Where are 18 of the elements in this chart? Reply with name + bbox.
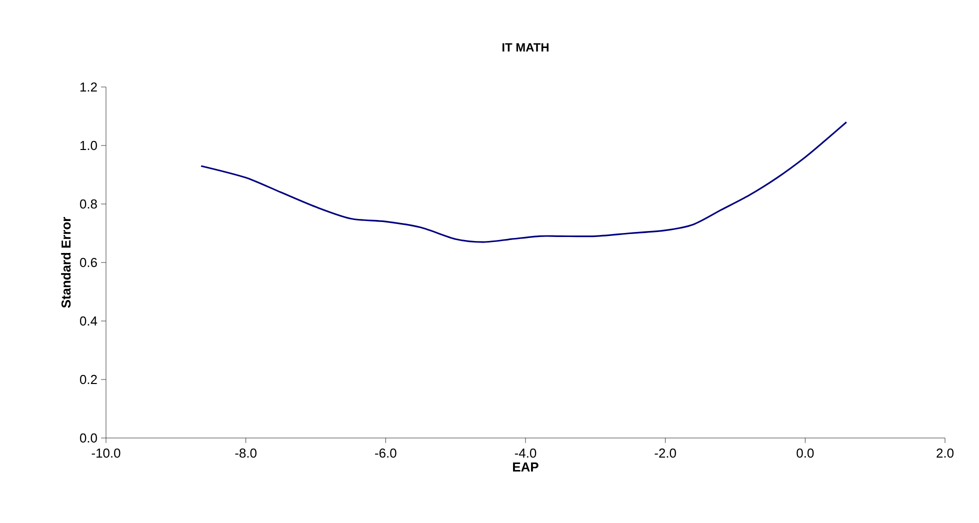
y-axis-title: Standard Error [61,217,71,308]
y-tick-label: 0.8 [80,199,97,209]
x-tick-label: -4.0 [514,448,536,458]
y-tick-label: 0.6 [80,258,97,268]
y-tick-label: 0.0 [80,433,97,443]
chart-title: IT MATH [502,43,548,52]
line-series [200,121,848,243]
y-tick-label: 1.2 [80,82,97,92]
x-tick-label: -6.0 [375,448,396,458]
x-axis-title: EAP [513,462,538,472]
y-tick-label: 0.2 [80,374,97,384]
x-tick-label: -8.0 [235,448,256,458]
x-tick-label: 2.0 [936,448,954,458]
x-tick-label: 0.0 [796,448,814,458]
x-tick-label: -10.0 [92,448,120,458]
y-tick-label: 0.4 [80,316,98,326]
y-tick-label: 1.0 [80,140,97,150]
x-tick-label: -2.0 [654,448,676,458]
